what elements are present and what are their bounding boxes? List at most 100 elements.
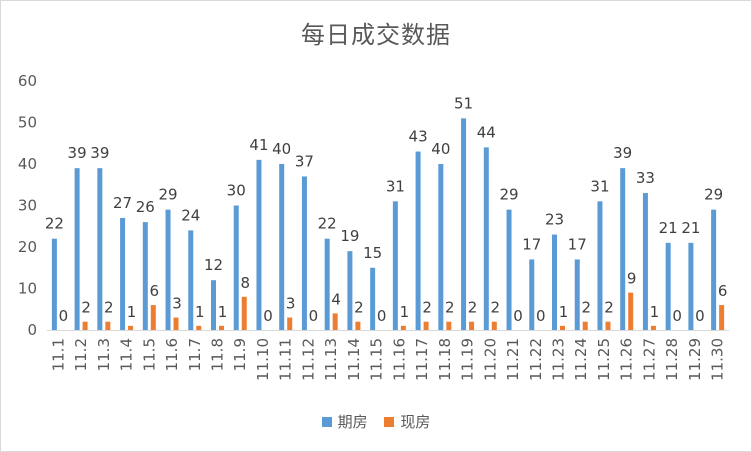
data-label-series-0: 37: [295, 152, 314, 170]
data-label-series-0: 21: [681, 219, 700, 237]
bar-series-0: [279, 164, 285, 330]
data-label-series-1: 0: [672, 307, 682, 325]
data-label-series-0: 29: [704, 186, 723, 204]
data-label-series-1: 0: [263, 307, 273, 325]
bar-series-1: [605, 321, 611, 330]
bar-series-1: [241, 296, 247, 330]
legend-swatch-series-1: [384, 416, 395, 427]
bar-series-0: [211, 280, 216, 330]
x-tick-label: 11.15: [368, 338, 386, 381]
data-label-series-0: 24: [181, 206, 200, 224]
data-label-series-1: 0: [59, 307, 69, 325]
bar-series-1: [196, 325, 202, 330]
bar-series-1: [650, 325, 656, 330]
bar-series-1: [400, 325, 406, 330]
data-label-series-1: 2: [581, 299, 591, 317]
data-label-series-0: 17: [568, 235, 587, 253]
data-label-series-0: 40: [431, 140, 450, 158]
bar-series-1: [173, 317, 179, 330]
legend-swatch-series-0: [321, 416, 332, 427]
bar-series-0: [233, 205, 239, 330]
x-tick-label: 11.13: [322, 338, 340, 381]
x-tick-label: 11.29: [686, 338, 704, 381]
data-label-series-1: 2: [468, 299, 478, 317]
data-label-series-0: 30: [227, 182, 246, 200]
bar-series-0: [97, 168, 103, 330]
bar-series-0: [711, 209, 717, 330]
bar-series-1: [219, 325, 224, 330]
y-tick-label: 60: [18, 72, 37, 90]
x-tick-label: 11.7: [186, 338, 204, 371]
data-label-series-0: 26: [136, 198, 155, 216]
data-label-series-1: 3: [286, 295, 296, 313]
x-tick-label: 11.23: [550, 338, 568, 381]
bar-series-0: [120, 217, 126, 330]
y-tick-label: 40: [18, 155, 37, 173]
data-label-series-1: 0: [309, 307, 319, 325]
data-label-series-1: 2: [422, 299, 432, 317]
bar-series-1: [628, 292, 634, 330]
legend-label-series-0: 期房: [337, 413, 368, 431]
data-label-series-0: 39: [613, 144, 632, 162]
y-tick-label: 50: [18, 114, 37, 132]
data-label-series-0: 22: [318, 215, 337, 233]
data-label-series-0: 43: [409, 128, 428, 146]
bar-series-1: [105, 321, 111, 330]
data-label-series-1: 0: [536, 307, 546, 325]
bar-series-0: [165, 209, 171, 330]
data-label-series-1: 1: [650, 303, 660, 321]
bar-series-0: [483, 147, 489, 330]
bar-series-1: [582, 321, 588, 330]
bar-series-1: [560, 325, 565, 330]
x-tick-label: 11.21: [504, 338, 522, 381]
legend-label-series-1: 现房: [400, 413, 431, 431]
data-label-series-1: 1: [559, 303, 569, 321]
bar-series-1: [469, 321, 475, 330]
bar-series-0: [461, 118, 467, 330]
x-tick-label: 11.12: [299, 338, 317, 381]
x-tick-label: 11.26: [618, 338, 636, 381]
y-tick-label: 20: [18, 238, 37, 256]
bar-series-0: [597, 201, 603, 330]
bar-series-0: [392, 201, 398, 330]
bar-series-0: [324, 238, 330, 330]
data-label-series-1: 4: [331, 290, 341, 308]
data-label-series-1: 2: [491, 299, 501, 317]
data-label-series-1: 1: [218, 303, 228, 321]
y-tick-label: 0: [27, 321, 37, 339]
data-label-series-1: 1: [127, 303, 137, 321]
data-label-series-0: 15: [363, 244, 382, 262]
data-label-series-0: 29: [158, 186, 177, 204]
x-tick-label: 11.5: [140, 338, 158, 371]
bar-series-1: [128, 325, 134, 330]
bar-series-0: [51, 238, 57, 330]
x-tick-label: 11.17: [413, 338, 431, 381]
data-label-series-0: 22: [45, 215, 64, 233]
x-tick-label: 11.6: [163, 338, 181, 371]
x-tick-label: 11.28: [663, 338, 681, 381]
data-label-series-0: 51: [454, 94, 473, 112]
bar-series-1: [82, 321, 88, 330]
bar-series-0: [642, 193, 648, 330]
x-tick-label: 11.3: [95, 338, 113, 371]
data-label-series-0: 27: [113, 194, 132, 212]
data-label-series-0: 39: [90, 144, 109, 162]
x-tick-label: 11.8: [209, 338, 227, 371]
x-tick-label: 11.1: [49, 338, 67, 371]
legend: 期房 现房: [1, 411, 751, 432]
bar-series-1: [446, 321, 452, 330]
bar-series-0: [347, 251, 353, 330]
x-tick-label: 11.4: [118, 338, 136, 371]
data-label-series-1: 8: [240, 274, 250, 292]
bar-series-0: [665, 242, 671, 330]
x-tick-label: 11.30: [709, 338, 727, 381]
legend-item-series-1: 现房: [384, 411, 430, 432]
bar-series-0: [142, 222, 148, 330]
bar-series-1: [423, 321, 429, 330]
data-label-series-0: 39: [68, 144, 87, 162]
bar-series-0: [256, 159, 262, 330]
bar-series-1: [491, 321, 497, 330]
data-label-series-1: 1: [400, 303, 410, 321]
